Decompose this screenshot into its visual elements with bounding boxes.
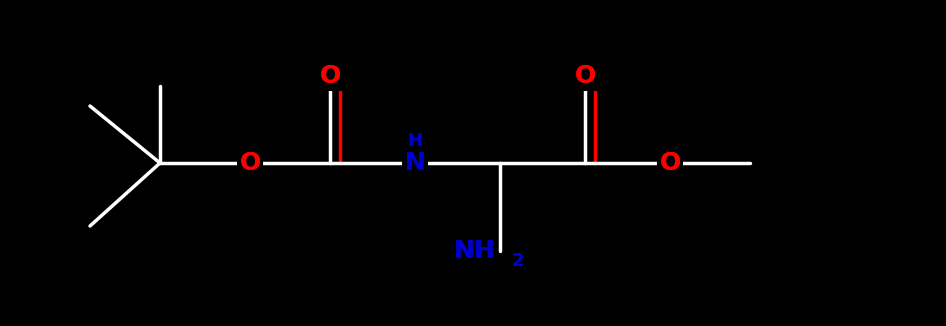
Text: O: O — [320, 64, 341, 88]
Text: O: O — [320, 64, 341, 88]
Text: O: O — [659, 151, 680, 175]
Text: H: H — [408, 132, 423, 150]
Text: O: O — [239, 151, 261, 175]
Text: N: N — [405, 151, 426, 175]
Text: 2: 2 — [512, 252, 524, 270]
Text: N: N — [405, 151, 426, 175]
Text: 2: 2 — [512, 252, 524, 270]
Text: O: O — [320, 64, 341, 88]
Text: O: O — [239, 151, 261, 175]
Text: NH: NH — [453, 239, 495, 263]
Text: O: O — [659, 151, 680, 175]
Text: O: O — [239, 151, 261, 175]
Text: H: H — [408, 132, 423, 150]
Text: NH: NH — [453, 239, 495, 263]
Text: O: O — [659, 151, 680, 175]
Text: N: N — [405, 151, 426, 175]
Text: O: O — [574, 64, 596, 88]
Text: O: O — [574, 64, 596, 88]
Text: O: O — [574, 64, 596, 88]
